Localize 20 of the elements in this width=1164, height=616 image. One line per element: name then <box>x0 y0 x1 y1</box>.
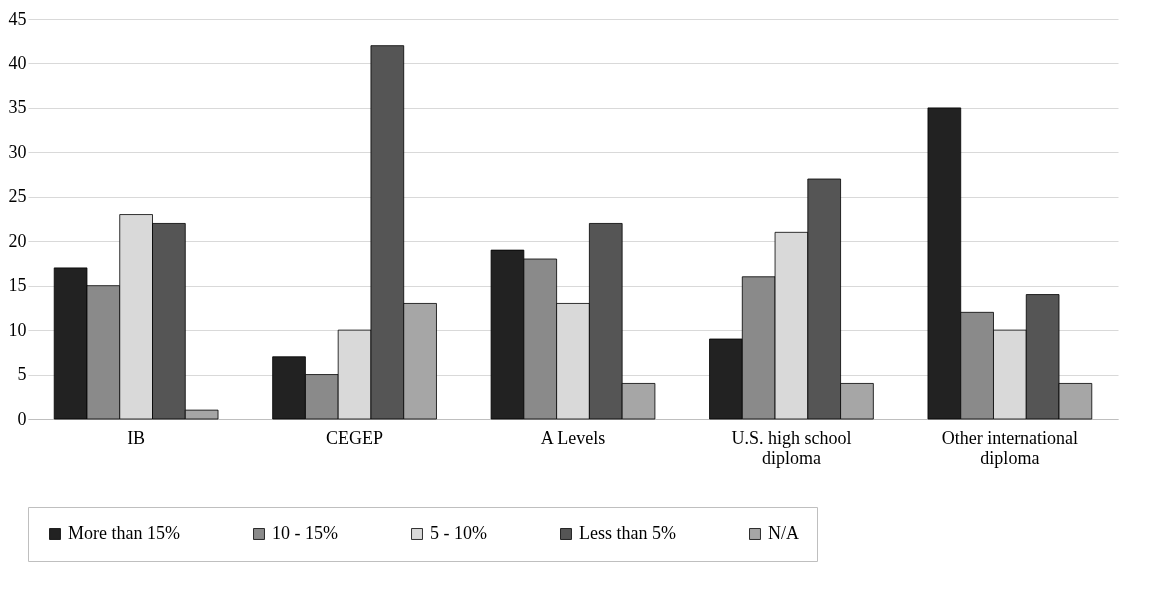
y-tick-label: 15 <box>8 275 27 296</box>
legend-label: 10 - 15% <box>272 523 338 543</box>
y-tick-label: 45 <box>8 8 27 29</box>
y-tick-label: 30 <box>8 141 27 162</box>
legend-label: 5 - 10% <box>430 523 487 543</box>
x-tick-label: U.S. high school diploma <box>731 427 852 468</box>
y-tick-label: 40 <box>8 52 27 73</box>
y-tick-label: 10 <box>8 319 27 340</box>
x-tick-label: IB <box>127 427 146 448</box>
legend-label: N/A <box>768 523 799 543</box>
legend-label: Less than 5% <box>579 523 676 543</box>
y-tick-label: 35 <box>8 97 27 118</box>
y-tick-label: 0 <box>17 408 27 429</box>
y-tick-label: 25 <box>8 186 27 207</box>
x-tick-label: Other international diploma <box>941 427 1079 468</box>
y-tick-label: 20 <box>8 230 27 251</box>
x-tick-label: CEGEP <box>326 427 384 448</box>
x-tick-label: A Levels <box>540 427 606 448</box>
legend-label: More than 15% <box>68 523 180 543</box>
y-tick-label: 5 <box>17 364 27 385</box>
